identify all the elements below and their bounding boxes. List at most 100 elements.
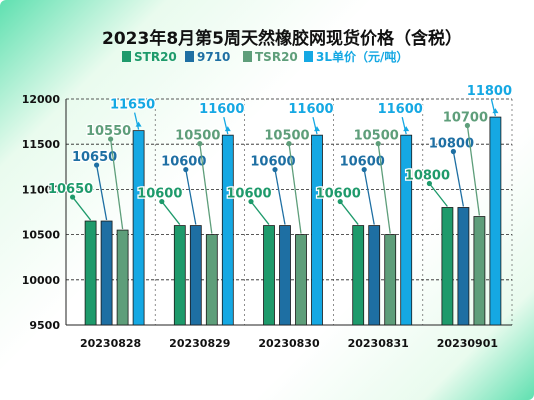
- data-label: 10700: [443, 111, 488, 126]
- bar: [473, 216, 486, 326]
- label-arrow: [314, 126, 320, 132]
- label-dot: [375, 141, 381, 147]
- data-label: 11600: [378, 102, 423, 117]
- bar: [400, 134, 413, 326]
- legend-swatch: [185, 51, 194, 62]
- label-leader: [339, 201, 359, 225]
- label-dot: [286, 141, 292, 147]
- data-labels: 10650 10650 10550 11650 10600 10600 10500 11600…: [47, 83, 513, 234]
- data-label: 10600: [340, 155, 385, 170]
- label-leader: [274, 169, 286, 225]
- y-tick-label: 11500: [22, 138, 61, 151]
- data-label: 10500: [354, 129, 399, 144]
- x-tick-label: 20230829: [169, 337, 230, 350]
- data-label: 11650: [110, 98, 155, 113]
- y-tick-label: 10000: [22, 274, 61, 287]
- label-dot: [108, 136, 114, 142]
- x-axis: 20230828 20230829 20230830 20230831 20230901: [80, 337, 498, 350]
- label-leader: [223, 117, 229, 135]
- bar: [263, 225, 275, 326]
- legend: STR20 9710 TSR20 3L单价（元/吨）: [122, 49, 408, 64]
- y-tick-label: 12000: [22, 93, 61, 106]
- label-arrow: [224, 126, 231, 132]
- label-dot: [183, 166, 189, 173]
- bar: [100, 220, 113, 326]
- y-axis: 9500 10000 10500 11000 11500 12000: [22, 93, 61, 332]
- y-tick-label: 10500: [22, 229, 61, 242]
- data-label: 10600: [250, 155, 295, 170]
- bar: [116, 229, 129, 326]
- label-leader: [250, 201, 270, 225]
- bar: [279, 225, 291, 326]
- data-label: 10600: [226, 187, 271, 202]
- label-dot: [197, 141, 203, 147]
- label-dot: [464, 122, 470, 129]
- legend-label: TSR20: [255, 50, 298, 64]
- label-leader: [95, 164, 108, 221]
- bars: [84, 116, 502, 326]
- label-leader: [377, 143, 391, 234]
- data-label: 10600: [316, 187, 361, 202]
- label-dot: [426, 180, 432, 187]
- label-dot: [337, 198, 343, 205]
- y-tick-label: 11000: [22, 183, 61, 196]
- label-leader: [161, 201, 181, 225]
- bar: [84, 220, 97, 326]
- label-dot: [361, 166, 367, 173]
- label-dot: [159, 198, 165, 205]
- label-leader: [109, 138, 124, 230]
- label-leader: [401, 117, 407, 135]
- bar: [189, 225, 202, 326]
- bar: [205, 234, 218, 326]
- bar: [221, 134, 234, 326]
- data-label: 10650: [72, 150, 117, 165]
- label-leader: [199, 143, 213, 234]
- data-label: 10600: [137, 187, 182, 202]
- bar: [457, 207, 470, 326]
- data-label: 11600: [288, 102, 333, 117]
- label-dot: [70, 194, 76, 200]
- bar: [441, 207, 454, 326]
- x-tick-label: 20230828: [80, 337, 141, 350]
- x-tick-label: 20230831: [348, 337, 409, 350]
- label-leader: [428, 183, 448, 207]
- label-leader: [312, 117, 318, 135]
- legend-swatch: [122, 51, 131, 62]
- label-leader: [363, 169, 375, 225]
- label-dot: [94, 162, 100, 168]
- label-leader: [133, 112, 140, 130]
- data-label: 10500: [264, 129, 309, 144]
- legend-label: STR20: [134, 50, 177, 64]
- data-label: 10650: [48, 182, 93, 197]
- data-label: 10500: [175, 129, 220, 144]
- bar: [295, 234, 307, 326]
- bar: [311, 134, 323, 326]
- data-label: 10800: [405, 168, 450, 183]
- data-label: 10550: [86, 124, 131, 139]
- legend-label: 9710: [197, 50, 230, 64]
- label-leader: [288, 143, 302, 234]
- legend-swatch: [304, 51, 313, 62]
- data-label: 11600: [199, 102, 244, 117]
- legend-swatch: [243, 51, 252, 62]
- legend-label: 3L单价（元/吨）: [316, 49, 408, 64]
- x-tick-label: 20230830: [258, 337, 320, 350]
- label-leader: [466, 125, 481, 216]
- label-arrow: [492, 108, 499, 114]
- bar: [132, 130, 145, 326]
- label-leader: [490, 98, 497, 117]
- data-label: 10800: [429, 136, 474, 151]
- x-tick-label: 20230901: [437, 337, 498, 350]
- bar: [384, 234, 397, 326]
- chart-title: 2023年8月第5周天然橡胶网现货价格（含税）: [102, 28, 462, 49]
- bar: [489, 116, 502, 326]
- data-label: 11800: [467, 84, 512, 99]
- label-arrow: [135, 121, 142, 127]
- bar: [352, 225, 365, 326]
- bar: [368, 225, 381, 326]
- label-arrow: [403, 126, 410, 132]
- label-leader: [72, 196, 92, 221]
- label-leader: [185, 169, 197, 225]
